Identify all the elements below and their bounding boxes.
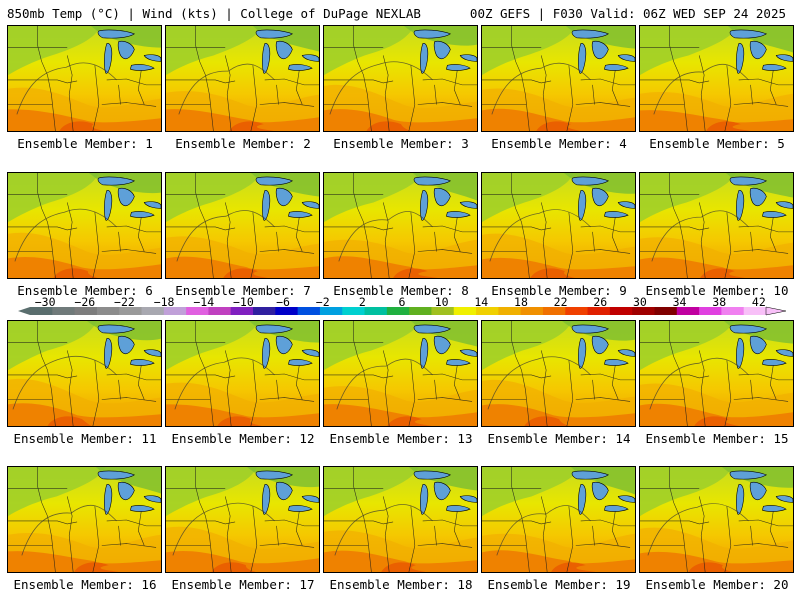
ensemble-member-label: Ensemble Member: 19 (487, 577, 631, 592)
colorbar-swatch (30, 307, 53, 315)
colorbar-tick-label: 42 (752, 296, 766, 309)
colorbar-swatch (676, 307, 700, 315)
colorbar-tick-label: −14 (193, 296, 214, 309)
colorbar-tick-label: 26 (593, 296, 607, 309)
ensemble-member-map (165, 466, 320, 573)
colorbar-swatch (743, 307, 767, 315)
ensemble-member-map (323, 466, 478, 573)
colorbar-tick-label: 18 (514, 296, 528, 309)
colorbar-swatch (431, 307, 455, 315)
ensemble-member-label: Ensemble Member: 18 (329, 577, 473, 592)
colorbar-swatch (119, 307, 143, 315)
ensemble-member-label: Ensemble Member: 1 (17, 136, 153, 151)
ensemble-member-map (481, 25, 636, 132)
colorbar-tick-label: 30 (633, 296, 647, 309)
colorbar-tick-label: −2 (316, 296, 330, 309)
temperature-colorbar: −30 −26 −22 −18 −14 −10 −6 −2 2 6 10 14 18 22 26 30 34 38… (18, 296, 787, 316)
ensemble-member-map (7, 172, 162, 279)
colorbar-swatch (520, 307, 544, 315)
ensemble-member-map (7, 466, 162, 573)
colorbar-swatch (208, 307, 232, 315)
colorbar-tick-label: −22 (114, 296, 135, 309)
ensemble-member-map (323, 25, 478, 132)
colorbar-swatch (52, 307, 76, 315)
colorbar-swatch (96, 307, 120, 315)
colorbar-swatch (141, 307, 165, 315)
colorbar-tick-label: 14 (474, 296, 488, 309)
colorbar-swatch (230, 307, 254, 315)
ensemble-member-map (323, 172, 478, 279)
colorbar-swatch (253, 307, 276, 315)
colorbar-tick-label: 6 (399, 296, 406, 309)
ensemble-member-label: Ensemble Member: 7 (175, 283, 311, 298)
colorbar-swatch (476, 307, 499, 315)
ensemble-member-map (481, 466, 636, 573)
ensemble-member-label: Ensemble Member: 6 (17, 283, 153, 298)
colorbar-tick-label: −6 (276, 296, 290, 309)
valid-time-label: 00Z GEFS | F030 Valid: 06Z WED SEP 24 20… (469, 6, 786, 21)
colorbar-swatch (542, 307, 566, 315)
colorbar-swatch (275, 307, 299, 315)
ensemble-member-map (165, 172, 320, 279)
colorbar-swatch (186, 307, 209, 315)
colorbar-swatch (163, 307, 187, 315)
colorbar-swatch (498, 307, 522, 315)
ensemble-member-map (639, 466, 794, 573)
ensemble-member-map (481, 320, 636, 427)
colorbar-swatch (632, 307, 655, 315)
colorbar-tick-label: −30 (35, 296, 56, 309)
colorbar-swatch (453, 307, 477, 315)
ensemble-member-map (323, 320, 478, 427)
ensemble-member-map (639, 25, 794, 132)
map-title: 850mb Temp (°C) | Wind (kts) | College o… (7, 6, 421, 21)
colorbar-left-arrow (18, 307, 30, 315)
colorbar-swatch (342, 307, 366, 315)
ensemble-member-label: Ensemble Member: 10 (645, 283, 789, 298)
colorbar-swatch (409, 307, 432, 315)
colorbar-swatch (565, 307, 589, 315)
colorbar-tick-label: 2 (359, 296, 366, 309)
ensemble-member-label: Ensemble Member: 11 (13, 431, 157, 446)
colorbar-swatch (654, 307, 678, 315)
colorbar-tick-label: 22 (554, 296, 568, 309)
colorbar-swatch (297, 307, 321, 315)
colorbar-swatch (587, 307, 611, 315)
colorbar-tick-label: −26 (74, 296, 95, 309)
ensemble-member-map (165, 25, 320, 132)
ensemble-member-label: Ensemble Member: 17 (171, 577, 315, 592)
ensemble-member-map (481, 172, 636, 279)
colorbar-tick-label: −18 (154, 296, 175, 309)
colorbar-right-arrow (765, 306, 787, 316)
ensemble-member-map (639, 320, 794, 427)
colorbar-tick-label: 10 (435, 296, 449, 309)
ensemble-member-label: Ensemble Member: 15 (645, 431, 789, 446)
colorbar-swatch (386, 307, 410, 315)
colorbar-swatch (609, 307, 633, 315)
ensemble-member-label: Ensemble Member: 2 (175, 136, 311, 151)
ensemble-member-map (165, 320, 320, 427)
ensemble-member-label: Ensemble Member: 12 (171, 431, 315, 446)
colorbar-swatch (319, 307, 343, 315)
ensemble-member-label: Ensemble Member: 5 (649, 136, 785, 151)
colorbar-swatch (721, 307, 745, 315)
ensemble-member-label: Ensemble Member: 9 (491, 283, 627, 298)
ensemble-member-map (639, 172, 794, 279)
ensemble-member-map (7, 25, 162, 132)
colorbar-tick-label: −10 (233, 296, 254, 309)
ensemble-member-label: Ensemble Member: 13 (329, 431, 473, 446)
ensemble-member-label: Ensemble Member: 4 (491, 136, 627, 151)
colorbar-tick-label: 34 (673, 296, 687, 309)
colorbar-swatch (364, 307, 388, 315)
colorbar-swatch (699, 307, 722, 315)
colorbar-tick-label: 38 (712, 296, 726, 309)
ensemble-member-label: Ensemble Member: 14 (487, 431, 631, 446)
ensemble-member-map (7, 320, 162, 427)
ensemble-member-label: Ensemble Member: 20 (645, 577, 789, 592)
ensemble-member-label: Ensemble Member: 16 (13, 577, 157, 592)
colorbar-swatch (74, 307, 98, 315)
ensemble-member-label: Ensemble Member: 8 (333, 283, 469, 298)
ensemble-member-label: Ensemble Member: 3 (333, 136, 469, 151)
